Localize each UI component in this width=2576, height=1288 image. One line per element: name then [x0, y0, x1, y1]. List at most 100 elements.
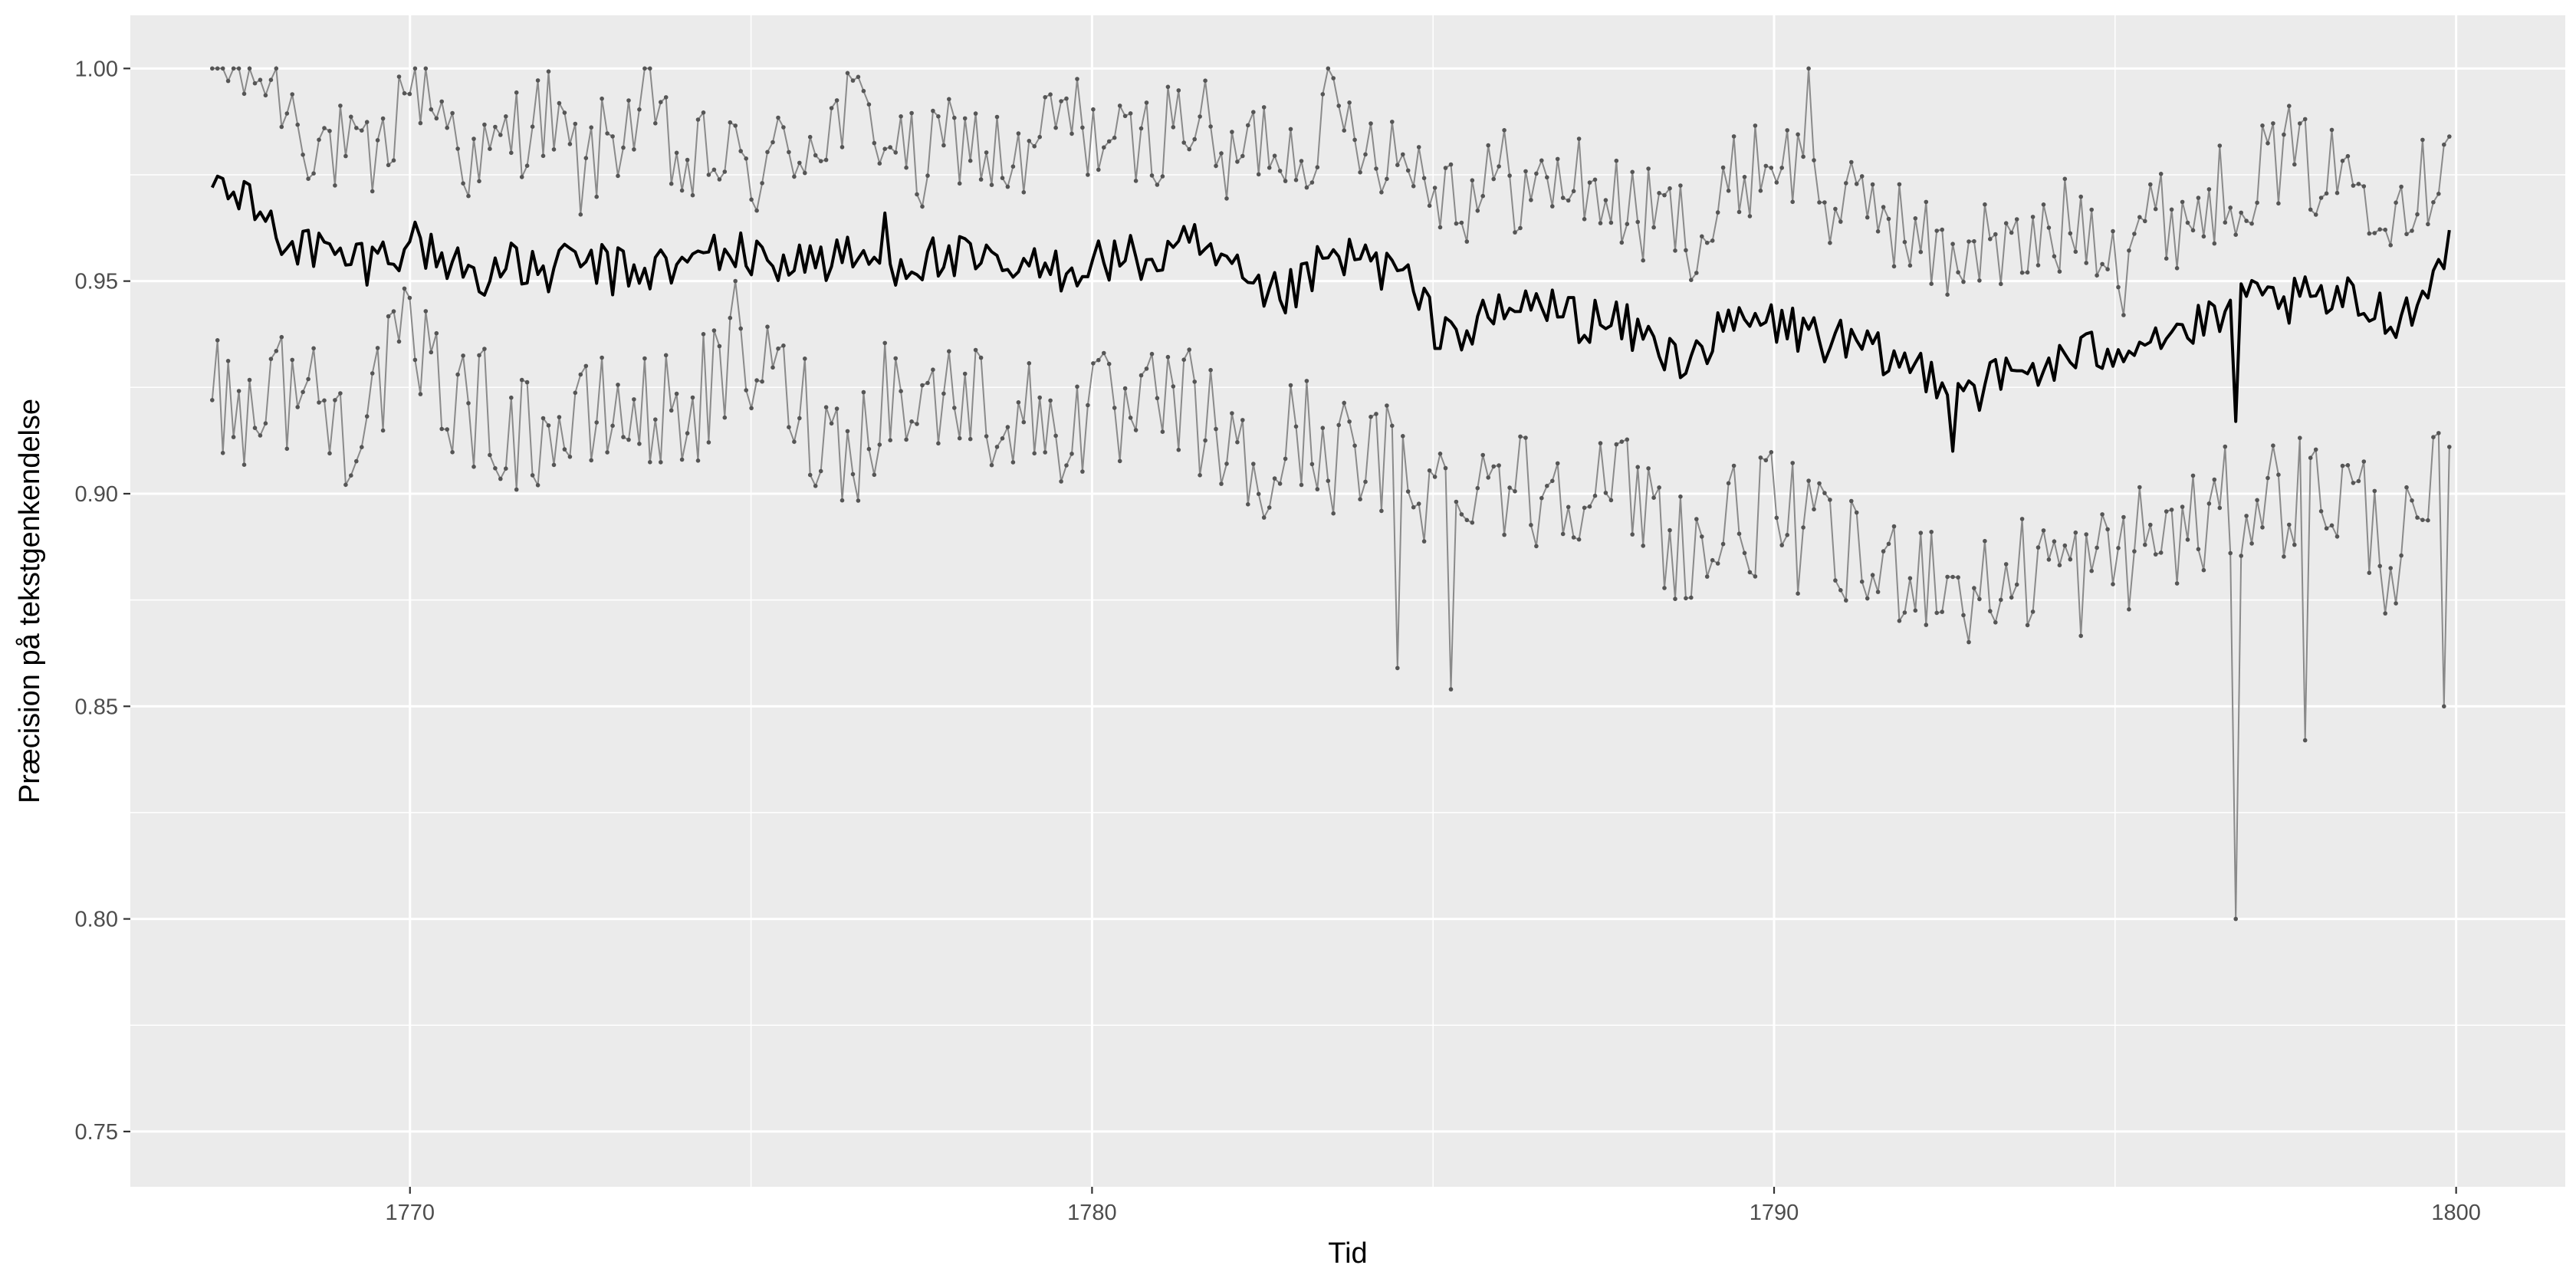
upper-bound-point [787, 150, 791, 155]
lower-bound-point [1608, 498, 1614, 503]
lower-bound-point [2318, 509, 2324, 514]
lower-bound-point [711, 328, 717, 333]
upper-bound-point [2415, 212, 2420, 217]
upper-bound-point [1988, 237, 1993, 242]
lower-bound-point [679, 457, 685, 462]
upper-bound-point [882, 146, 887, 151]
upper-bound-point [877, 161, 882, 166]
upper-bound-point [621, 145, 626, 150]
upper-bound-point [2276, 201, 2281, 206]
lower-bound-point [360, 445, 364, 449]
upper-bound-point [728, 120, 733, 125]
upper-bound-point [1053, 125, 1058, 130]
upper-bound-point [989, 182, 994, 187]
lower-bound-point [1138, 373, 1144, 378]
lower-bound-point [1539, 495, 1544, 501]
lower-bound-point [1230, 411, 1234, 416]
upper-bound-point [2228, 205, 2233, 210]
lower-bound-point [1390, 423, 1395, 429]
lower-bound-point [621, 435, 626, 439]
upper-bound-point [1737, 209, 1742, 215]
upper-bound-point [1822, 200, 1827, 205]
lower-bound-point [1614, 442, 1619, 447]
lower-bound-point [338, 391, 343, 396]
lower-bound-point [215, 338, 220, 343]
upper-bound-point [2361, 184, 2367, 189]
lower-bound-point [2228, 550, 2233, 556]
lower-bound-point [573, 390, 578, 396]
upper-bound-point [744, 156, 748, 161]
y-tick-label: 0.85 [75, 695, 118, 719]
upper-bound-point [2100, 261, 2104, 267]
lower-bound-point [1619, 439, 1625, 444]
upper-bound-point [1261, 105, 1267, 110]
lower-bound-point [1678, 494, 1683, 499]
lower-bound-point [391, 309, 396, 314]
lower-bound-point [1475, 485, 1480, 491]
lower-bound-point [978, 355, 984, 360]
lower-bound-point [754, 378, 759, 383]
upper-bound-point [2036, 263, 2041, 268]
upper-bound-point [504, 114, 508, 119]
upper-bound-point [861, 88, 866, 94]
upper-bound-point [845, 71, 850, 76]
lower-bound-point [1668, 527, 1672, 533]
lower-bound-point [845, 429, 850, 434]
upper-bound-point [1918, 249, 1924, 255]
lower-bound-point [765, 324, 770, 330]
lower-bound-point [2271, 443, 2275, 448]
lower-bound-point [637, 442, 642, 446]
lower-bound-point [2426, 518, 2430, 523]
upper-bound-point [2287, 104, 2292, 108]
upper-bound-point [535, 78, 540, 83]
lower-bound-point [2148, 522, 2153, 527]
upper-bound-point [1144, 100, 1149, 105]
lower-bound-point [1592, 493, 1598, 498]
lower-bound-point [519, 377, 524, 383]
upper-bound-point [1267, 166, 1272, 170]
lower-bound-point [1427, 468, 1432, 473]
upper-bound-point [1497, 164, 1501, 169]
upper-bound-point [327, 129, 332, 133]
lower-bound-point [1999, 597, 2003, 603]
upper-bound-point [1358, 170, 1362, 175]
upper-bound-point [722, 169, 728, 174]
upper-bound-point [1395, 163, 1400, 167]
upper-bound-point [2420, 137, 2425, 143]
lower-bound-point [1769, 450, 1774, 455]
lower-bound-point [818, 468, 823, 474]
lower-bound-point [653, 417, 658, 422]
lower-bound-point [1198, 473, 1202, 478]
lower-bound-point [1267, 505, 1272, 510]
upper-bound-point [1668, 186, 1672, 191]
lower-bound-point [343, 482, 348, 488]
lower-bound-point [2239, 554, 2243, 558]
lower-bound-point [1822, 491, 1827, 495]
upper-bound-point [2158, 172, 2164, 176]
upper-bound-point [1224, 196, 1229, 201]
upper-bound-point [701, 110, 706, 115]
lower-bound-point [909, 419, 914, 424]
upper-bound-point [594, 194, 599, 199]
lower-bound-point [1967, 639, 1971, 645]
lower-bound-point [2292, 542, 2297, 547]
upper-bound-point [952, 115, 957, 120]
upper-bound-point [349, 114, 353, 120]
upper-bound-point [1694, 271, 1699, 275]
lower-bound-point [1673, 596, 1677, 601]
lower-bound-point [231, 435, 236, 439]
upper-bound-point [540, 153, 546, 159]
upper-bound-point [962, 116, 968, 121]
lower-bound-point [1176, 448, 1181, 452]
lower-bound-point [2019, 517, 2025, 521]
upper-bound-point [1689, 278, 1694, 283]
upper-bound-point [407, 91, 412, 97]
lower-bound-point [1849, 498, 1854, 504]
lower-bound-point [1502, 532, 1506, 537]
minor-gridlines [130, 15, 2565, 1187]
upper-bound-point [589, 125, 593, 130]
upper-bound-point [818, 159, 823, 163]
lower-bound-point [1870, 573, 1875, 577]
upper-bound-point [2127, 248, 2131, 253]
lower-bound-point [482, 347, 487, 351]
